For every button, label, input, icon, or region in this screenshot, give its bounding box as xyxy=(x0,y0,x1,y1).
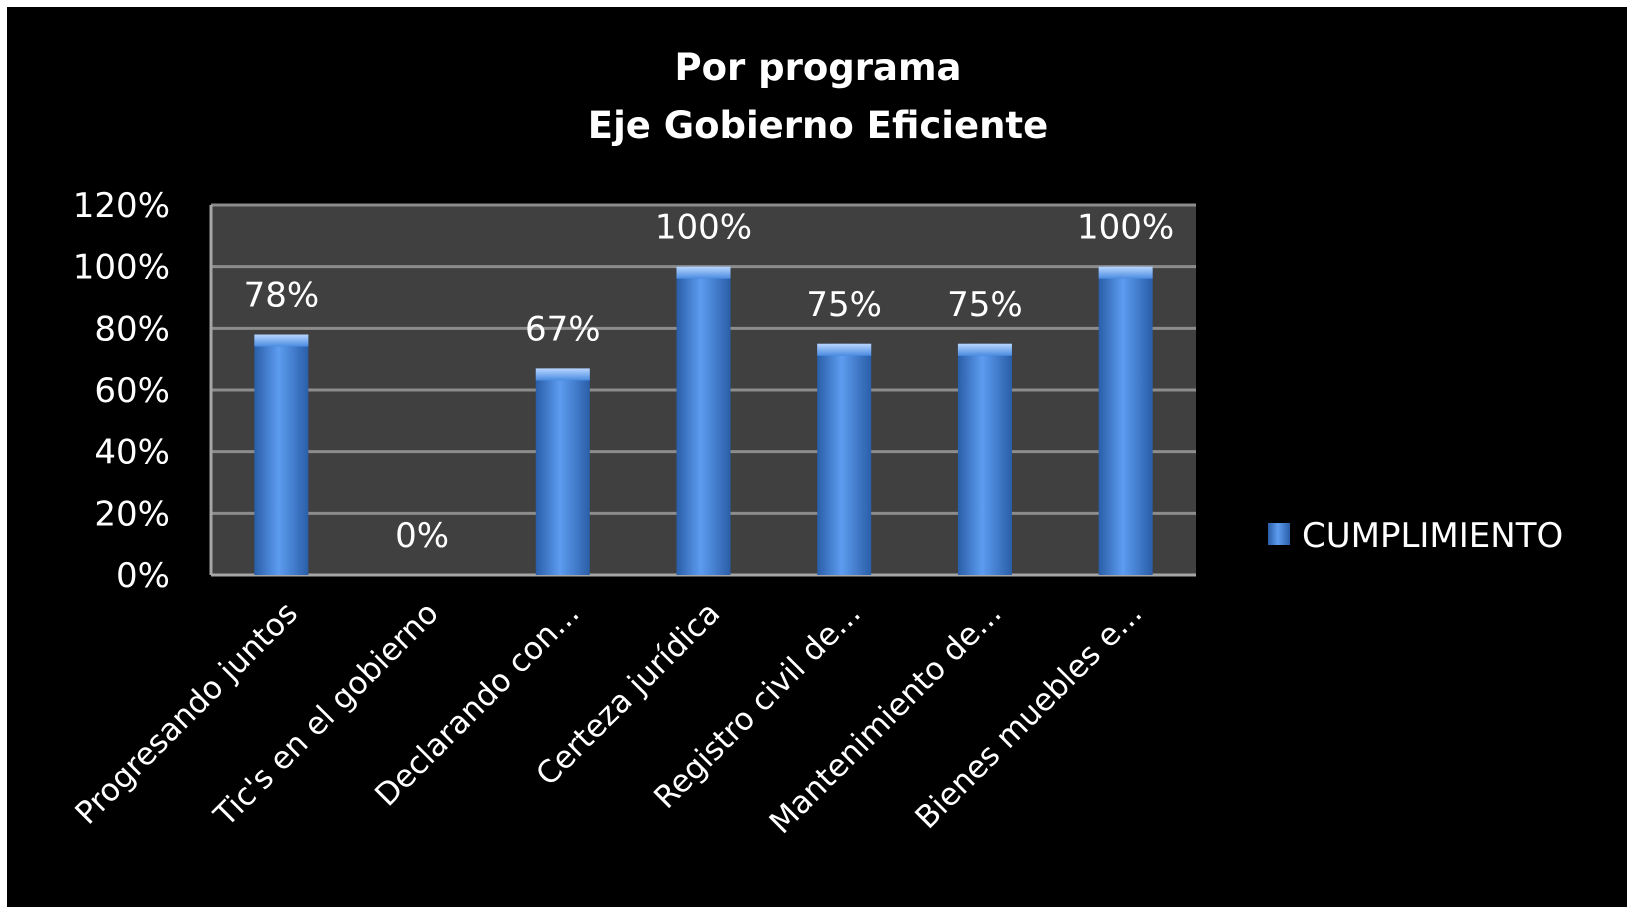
bar-cap xyxy=(957,343,1012,356)
chart-title-line-1: Por programa xyxy=(674,46,961,89)
y-tick-label: 120% xyxy=(73,186,170,226)
data-label: 100% xyxy=(1077,208,1174,248)
data-label: 0% xyxy=(395,516,449,556)
y-tick-label: 80% xyxy=(94,309,170,349)
bar-cap xyxy=(1098,266,1153,279)
bar-cap xyxy=(535,368,590,381)
bars xyxy=(254,266,1153,575)
bar xyxy=(676,266,731,575)
y-axis-tick-labels: 0% 20% 40% 60% 80% 100% 120% xyxy=(73,186,170,596)
y-tick-label: 0% xyxy=(116,556,170,596)
chart-title-line-2: Eje Gobierno Eficiente xyxy=(588,104,1048,147)
y-tick-label: 100% xyxy=(73,248,170,288)
data-label: 75% xyxy=(947,285,1023,325)
legend-label: CUMPLIMIENTO xyxy=(1302,516,1563,556)
bar xyxy=(535,368,590,575)
bar-cap xyxy=(817,343,872,356)
bar xyxy=(1098,266,1153,575)
y-tick-label: 20% xyxy=(94,494,170,534)
data-label: 78% xyxy=(244,276,320,316)
data-label: 67% xyxy=(525,309,601,349)
data-label: 100% xyxy=(655,208,752,248)
legend: CUMPLIMIENTO xyxy=(1268,516,1563,556)
bar xyxy=(957,343,1012,575)
bar-cap xyxy=(254,334,309,347)
bar-cap xyxy=(676,266,731,279)
data-labels: 78% 0% 67% 100% 75% 75% 100% xyxy=(244,208,1175,556)
legend-swatch xyxy=(1268,523,1290,545)
bar xyxy=(254,334,309,575)
y-tick-label: 60% xyxy=(94,371,170,411)
y-tick-label: 40% xyxy=(94,433,170,473)
data-label: 75% xyxy=(806,285,882,325)
bar xyxy=(817,343,872,575)
